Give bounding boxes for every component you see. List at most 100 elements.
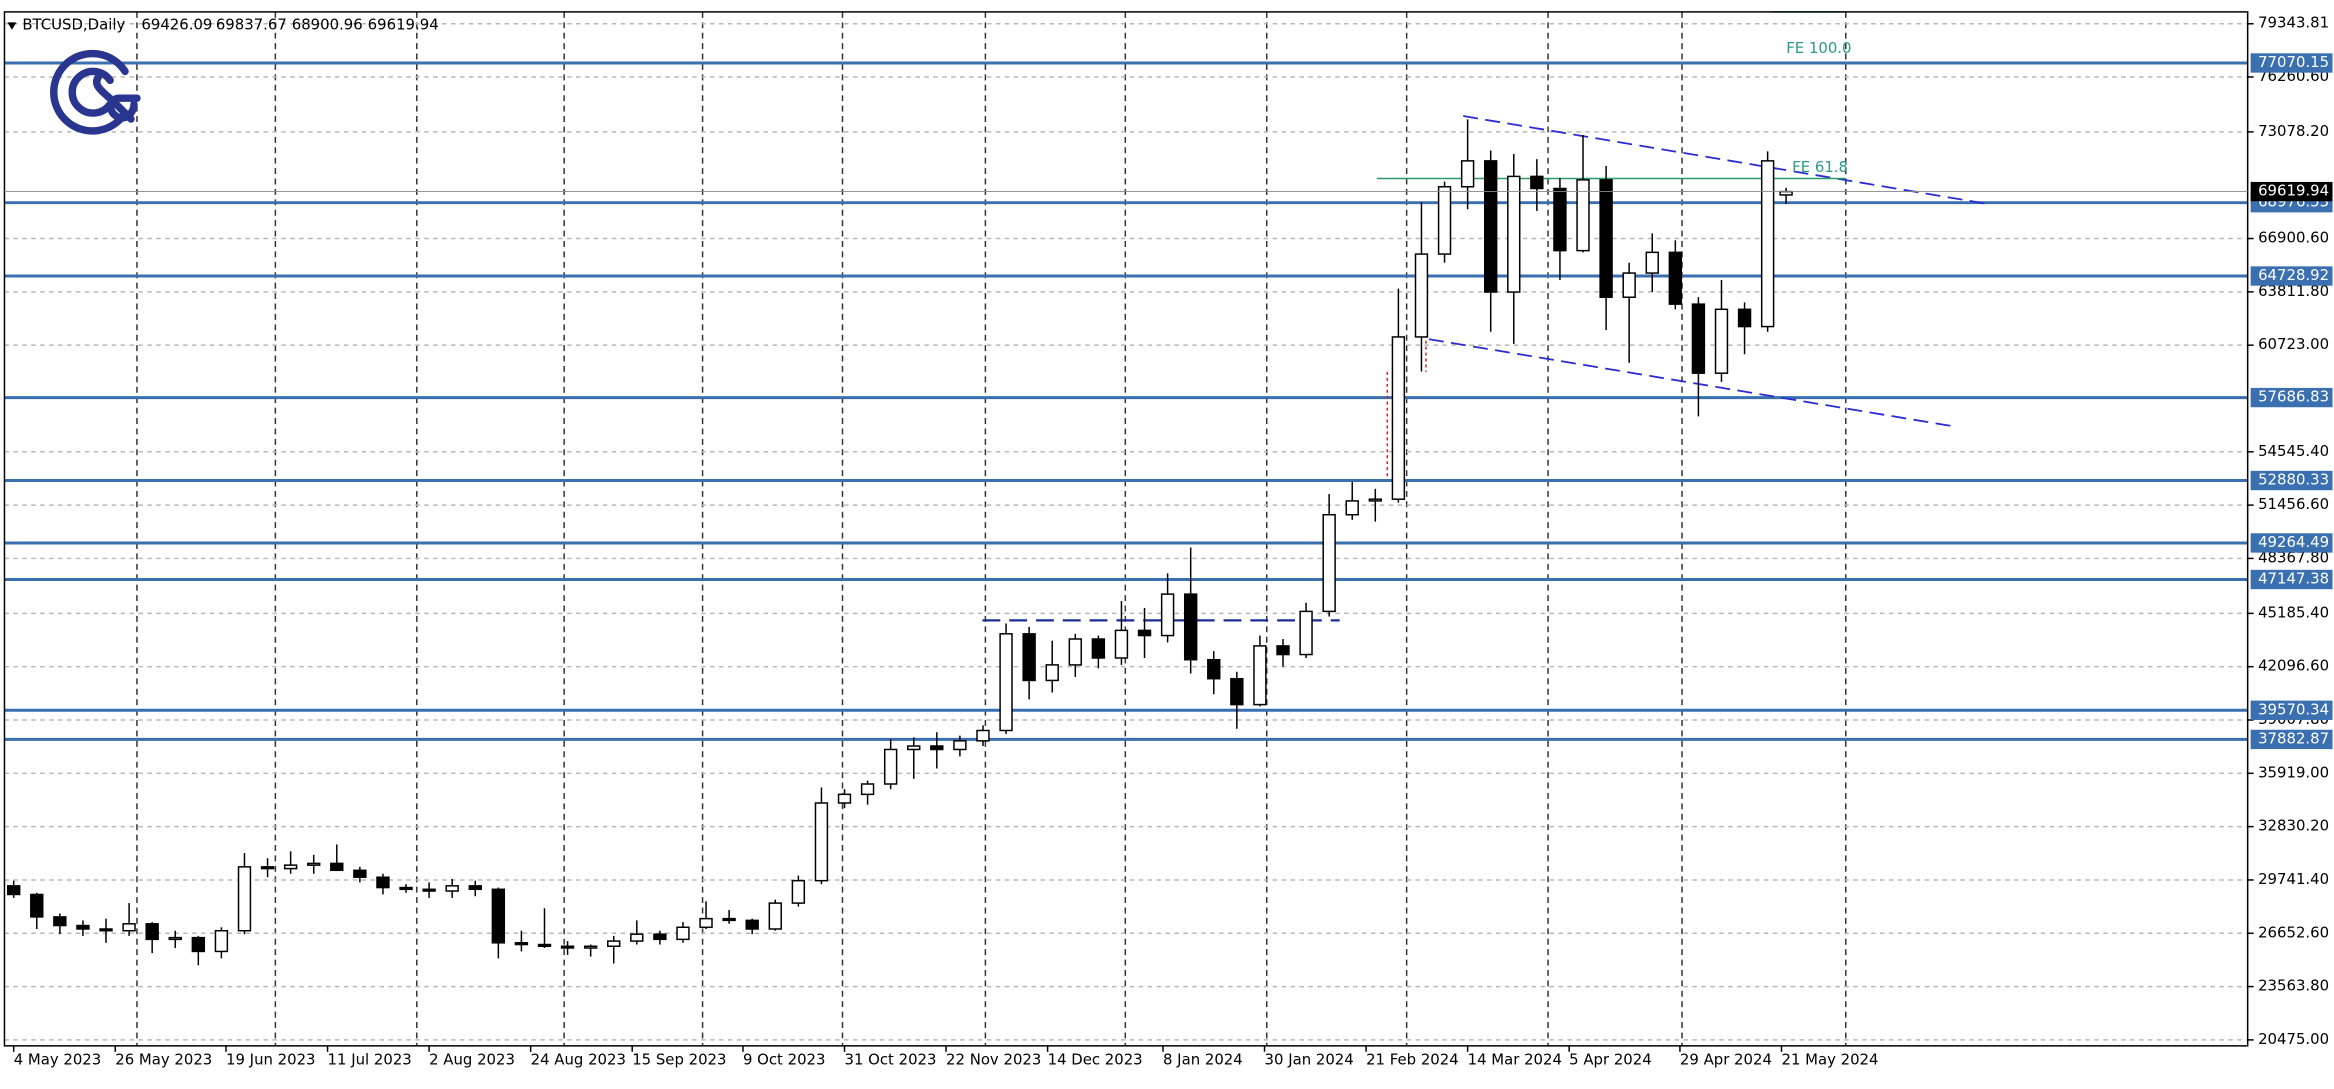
x-tick-label: 5 Apr 2024 — [1569, 1051, 1652, 1069]
candle-body — [76, 924, 90, 930]
x-tick-label: 26 May 2023 — [115, 1051, 212, 1069]
candle-body — [1137, 629, 1152, 637]
candle-body — [653, 933, 667, 941]
level-label-box — [2250, 729, 2333, 750]
candle-body — [860, 783, 875, 796]
symbol: BTCUSD,Daily — [22, 15, 125, 33]
y-tick-label: 51456.60 — [2258, 495, 2329, 513]
x-tick-label: 29 Apr 2024 — [1680, 1051, 1772, 1069]
candle-body — [722, 917, 736, 922]
candle-body — [283, 864, 298, 870]
candle-body — [422, 888, 436, 892]
candle-body — [514, 942, 529, 946]
candle-body — [1576, 179, 1590, 252]
candle-body — [1022, 633, 1036, 682]
level-label: 77070.15 — [2258, 53, 2329, 71]
x-tick-label: 21 May 2024 — [1781, 1051, 1878, 1069]
header-high: 69837.67 — [216, 15, 287, 33]
y-tick-label: 23563.80 — [2258, 977, 2329, 995]
y-tick-label: 42096.60 — [2258, 657, 2329, 675]
x-tick-label: 19 Jun 2023 — [226, 1051, 316, 1069]
level-label-box — [2250, 569, 2333, 590]
candle-layer — [6, 119, 1793, 966]
x-tick-label: 30 Jan 2024 — [1265, 1051, 1354, 1069]
candle-body — [999, 633, 1013, 732]
candle-body — [1391, 336, 1406, 500]
candle-body — [1114, 629, 1129, 659]
candle-body — [883, 748, 898, 785]
candle-body — [930, 745, 944, 751]
x-tick-label: 22 Nov 2023 — [946, 1051, 1041, 1069]
candle-body — [191, 936, 206, 953]
candle-body — [237, 866, 252, 932]
grid-layer — [4, 23, 2248, 1041]
x-tick-label: 15 Sep 2023 — [632, 1051, 726, 1069]
candle-body — [1460, 160, 1475, 188]
x-tick-label: 31 Oct 2023 — [845, 1051, 937, 1069]
candle-body — [1368, 498, 1383, 502]
candle-body — [307, 862, 321, 866]
candle-body — [399, 886, 413, 891]
candle-body — [768, 902, 782, 930]
x-tick-label: 2 Aug 2023 — [429, 1051, 515, 1069]
level-label: 52880.33 — [2258, 471, 2329, 489]
candle-body — [1253, 645, 1267, 706]
menu-arrow[interactable] — [7, 22, 17, 30]
x-tick-label: 8 Jan 2024 — [1163, 1051, 1243, 1069]
candle-body — [30, 893, 44, 918]
candle-body — [791, 879, 806, 904]
y-tick-label: 66900.60 — [2258, 229, 2329, 247]
level-label: 64728.92 — [2258, 266, 2329, 284]
candle-body — [1737, 308, 1752, 328]
candle-body — [607, 940, 621, 948]
candle-body — [376, 876, 390, 889]
fib-label: FE 100.0 — [1786, 39, 1851, 57]
candle-body — [99, 928, 113, 932]
level-label-box — [2250, 700, 2333, 720]
candle-body — [1714, 308, 1729, 374]
current-price-box — [2250, 181, 2333, 202]
candle-body — [1530, 175, 1544, 190]
level-label: 37882.87 — [2258, 729, 2329, 747]
candle-body — [1299, 610, 1313, 656]
candle-body — [445, 885, 459, 892]
candle-body — [1779, 190, 1793, 196]
header-open: 69426.09 — [141, 15, 212, 33]
candle-body — [1691, 303, 1706, 374]
y-tick-label: 79343.81 — [2258, 14, 2329, 32]
candle-body — [491, 888, 506, 944]
level-label-box — [2250, 470, 2333, 491]
level-label: 57686.83 — [2258, 388, 2329, 406]
logo — [50, 49, 141, 135]
candle-body — [168, 936, 182, 941]
candle-body — [468, 885, 482, 891]
candle-body — [837, 793, 852, 804]
y-tick-label: 63811.80 — [2258, 282, 2329, 300]
level-label: 49264.49 — [2258, 533, 2329, 551]
candle-body — [1230, 677, 1244, 706]
candle-body — [1414, 253, 1429, 338]
y-tick-label: 45185.40 — [2258, 603, 2329, 621]
level-label-box — [2250, 53, 2333, 73]
candle-body — [145, 923, 159, 941]
fib-label: FE 61.8 — [1792, 158, 1848, 176]
candle-body — [1622, 272, 1636, 298]
y-tick-label: 29741.40 — [2258, 870, 2329, 888]
candle-body — [537, 943, 552, 948]
level-label: 47147.38 — [2258, 570, 2329, 588]
candle-body — [1207, 658, 1221, 680]
candle-body — [953, 740, 967, 751]
candle-body — [699, 917, 713, 929]
x-tick-label: 11 Jul 2023 — [328, 1051, 412, 1069]
level-label-box — [2250, 266, 2333, 286]
candle-body — [1068, 638, 1082, 666]
header-low: 68900.96 — [292, 15, 363, 33]
candle-body — [907, 745, 921, 751]
current-price-label: 69619.94 — [2258, 182, 2329, 200]
candle-body — [1322, 513, 1336, 613]
candle-body — [1437, 186, 1452, 255]
candle-body — [1160, 593, 1175, 637]
candle-body — [1183, 593, 1198, 661]
